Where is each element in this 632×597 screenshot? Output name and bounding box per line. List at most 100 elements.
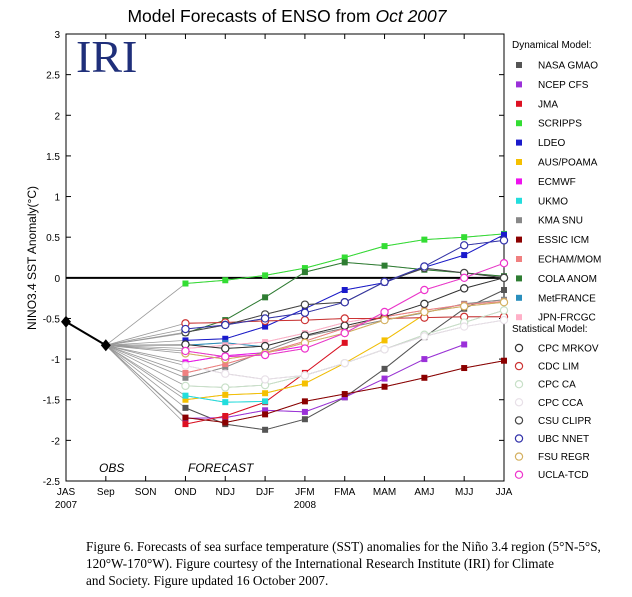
series-point bbox=[260, 314, 270, 323]
chart-title: Model Forecasts of ENSO from Oct 2007 bbox=[127, 6, 447, 26]
legend-marker bbox=[516, 275, 522, 282]
x-year-label: 2008 bbox=[294, 500, 317, 511]
y-tick-label: 2 bbox=[54, 111, 60, 122]
series-point bbox=[182, 396, 189, 403]
x-tick-label: FMA bbox=[334, 487, 355, 498]
x-tick-label: JAS bbox=[57, 487, 76, 498]
series-point bbox=[260, 341, 270, 351]
series-point bbox=[222, 335, 229, 342]
forecast-annotation: FORECAST bbox=[188, 461, 255, 475]
plot-area bbox=[65, 33, 505, 482]
series-point bbox=[221, 383, 230, 392]
x-tick-label: NDJ bbox=[216, 487, 235, 498]
series-point bbox=[340, 314, 349, 323]
y-tick-label: 0 bbox=[54, 274, 60, 285]
x-tick-label: JJA bbox=[496, 487, 513, 498]
legend-marker bbox=[516, 159, 522, 165]
series-point bbox=[501, 231, 507, 238]
series-point bbox=[499, 258, 509, 268]
series-point bbox=[380, 315, 389, 325]
series-point bbox=[222, 364, 229, 371]
series-point bbox=[341, 394, 348, 401]
series-point bbox=[380, 345, 389, 354]
legend-marker bbox=[516, 197, 522, 204]
series-point bbox=[222, 412, 229, 419]
legend-label: CDC LIM bbox=[538, 362, 579, 373]
series-point bbox=[420, 262, 429, 271]
legend-label: MetFRANCE bbox=[538, 293, 596, 304]
legend-marker bbox=[516, 314, 522, 321]
series-point bbox=[501, 357, 507, 364]
series-lines bbox=[105, 233, 505, 431]
series-point bbox=[499, 306, 509, 315]
series-point bbox=[182, 369, 189, 376]
chart-title-main: Model Forecasts of ENSO from bbox=[127, 6, 375, 26]
series-point bbox=[341, 391, 348, 398]
series-point bbox=[221, 320, 230, 330]
series-point bbox=[300, 308, 310, 317]
caption-line-2: 120°W-170°W). Figure courtesy of the Int… bbox=[86, 556, 554, 571]
series-point bbox=[459, 241, 469, 250]
series-point bbox=[501, 287, 507, 294]
figure-caption: Figure 6. Forecasts of sea surface tempe… bbox=[86, 538, 626, 589]
series-point bbox=[301, 265, 308, 272]
series-point bbox=[262, 407, 269, 414]
legend-label: ECHAM/MOM bbox=[538, 255, 601, 266]
series-point bbox=[340, 321, 349, 330]
series-point bbox=[381, 375, 388, 382]
series-point bbox=[499, 236, 509, 245]
series-point bbox=[341, 259, 348, 266]
legend-marker bbox=[514, 361, 524, 371]
observed-line bbox=[65, 320, 107, 347]
series-point bbox=[340, 328, 349, 338]
legend-marker bbox=[514, 343, 524, 353]
legend-marker bbox=[514, 470, 524, 479]
legend-marker bbox=[516, 217, 522, 224]
series-point bbox=[222, 399, 229, 406]
series-line bbox=[185, 315, 385, 349]
series-point bbox=[341, 339, 348, 346]
series-point bbox=[421, 236, 428, 243]
legend-marker bbox=[516, 120, 522, 127]
series-point bbox=[182, 404, 189, 411]
observed-point bbox=[100, 339, 111, 352]
x-tick-label: DJF bbox=[256, 487, 274, 498]
series-point bbox=[182, 392, 189, 399]
series-point bbox=[341, 287, 348, 294]
x-tick-label: Sep bbox=[97, 487, 115, 498]
legend-marker bbox=[514, 452, 524, 461]
legend-label: NCEP CFS bbox=[538, 80, 589, 91]
series-point bbox=[262, 411, 269, 418]
legend-label: UKMO bbox=[538, 196, 568, 207]
legend-label: NASA GMAO bbox=[538, 61, 598, 72]
legend-label: COLA ANOM bbox=[538, 274, 597, 285]
legend-label: CPC MRKOV bbox=[538, 344, 599, 355]
series-point bbox=[182, 421, 189, 428]
observed-series bbox=[61, 315, 111, 352]
series-point bbox=[381, 365, 388, 372]
series-point bbox=[300, 344, 310, 353]
series-point bbox=[222, 360, 229, 367]
legend-label: FSU REGR bbox=[538, 452, 590, 463]
series-point bbox=[301, 380, 308, 387]
series-point bbox=[499, 298, 509, 307]
chart-title-italic: Oct 2007 bbox=[375, 6, 447, 26]
x-tick-label: JFM bbox=[295, 487, 314, 498]
iri-logo: IRI bbox=[76, 31, 137, 82]
caption-line-3: and Society. Figure updated 16 October 2… bbox=[86, 573, 329, 588]
series-point bbox=[181, 346, 190, 356]
legend-marker bbox=[514, 398, 524, 407]
series-point bbox=[300, 371, 310, 380]
legend-label: UBC NNET bbox=[538, 434, 589, 445]
series-point bbox=[262, 272, 269, 279]
series-point bbox=[341, 254, 348, 261]
legend-label: KMA SNU bbox=[538, 216, 583, 227]
obs-annotation: OBS bbox=[99, 461, 124, 475]
series-point bbox=[421, 356, 428, 363]
series-point bbox=[222, 277, 229, 284]
series-point bbox=[262, 398, 269, 405]
legend-marker bbox=[514, 434, 524, 443]
series-point bbox=[461, 252, 468, 259]
series-point bbox=[301, 269, 308, 276]
series-point bbox=[221, 344, 230, 353]
